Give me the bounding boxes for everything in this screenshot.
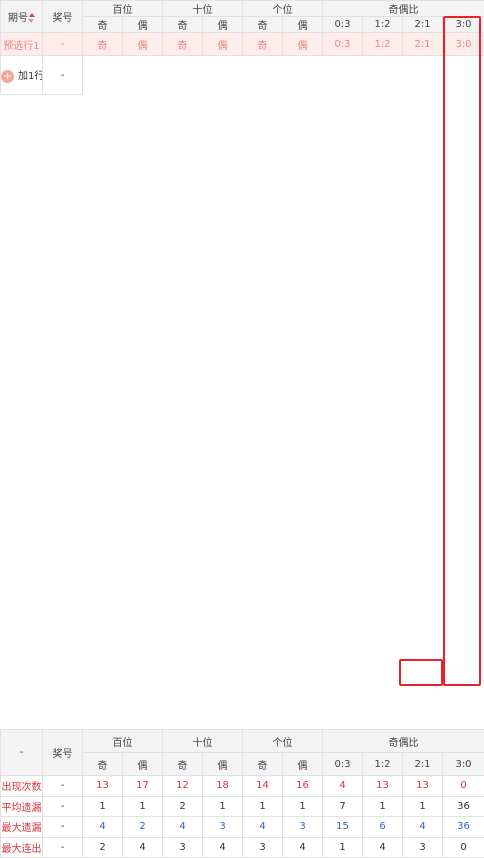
stats-value: 2 [163, 796, 203, 817]
stats-value: 1 [243, 796, 283, 817]
stats-label-header: - [1, 730, 43, 776]
odd-header: 奇 [243, 17, 283, 33]
ratio-0-3-header: 0:3 [323, 17, 363, 33]
pred-hundreds-even[interactable]: 偶 [123, 33, 163, 56]
stats-value: 1 [363, 796, 403, 817]
stats-value: 16 [283, 776, 323, 797]
tens-header: 十位 [163, 1, 243, 17]
stats-value: 1 [123, 796, 163, 817]
ratio-1-2-header: 1:2 [363, 753, 403, 776]
stats-dash: - [43, 776, 83, 797]
trend-lines [0, 0, 484, 700]
ratio-1-2-header: 1:2 [363, 17, 403, 33]
stats-value: 13 [403, 776, 443, 797]
stats-value: 1 [283, 796, 323, 817]
pred-ratio-2-1[interactable]: 2:1 [403, 33, 443, 56]
stats-value: 13 [363, 776, 403, 797]
stats-value: 13 [83, 776, 123, 797]
stats-tens-header: 十位 [163, 730, 243, 753]
odd-header: 奇 [243, 753, 283, 776]
prediction-number: - [43, 33, 83, 56]
plus-icon[interactable]: + [1, 70, 14, 83]
stats-value: 4 [323, 776, 363, 797]
stats-dash: - [43, 796, 83, 817]
stats-value: 7 [323, 796, 363, 817]
stats-value: 4 [83, 817, 123, 838]
stats-dash: - [43, 817, 83, 838]
pred-tens-even[interactable]: 偶 [203, 33, 243, 56]
add-row-button[interactable]: +加1行 [1, 56, 43, 95]
stats-ratio-header: 奇偶比 [323, 730, 484, 753]
stats-value: 4 [403, 817, 443, 838]
stats-label: 最大遗漏 [1, 817, 43, 838]
pred-ratio-0-3[interactable]: 0:3 [323, 33, 363, 56]
prediction-highlight-box [399, 659, 443, 686]
stats-value: 4 [243, 817, 283, 838]
stats-value: 36 [443, 796, 484, 817]
stats-label: 出现次数 [1, 776, 43, 797]
odd-header: 奇 [163, 17, 203, 33]
hundreds-header: 百位 [83, 1, 163, 17]
stats-value: 3 [283, 817, 323, 838]
stats-value: 1 [203, 796, 243, 817]
units-header: 个位 [243, 1, 323, 17]
add-row-spacer [83, 56, 484, 95]
trend-table: 期号 奖号 百位 十位 个位 奇偶比 奇 偶 奇 偶 奇 偶 0:3 1:2 2… [0, 0, 484, 95]
odd-header: 奇 [163, 753, 203, 776]
even-header: 偶 [203, 753, 243, 776]
ratio-3-0-header: 3:0 [443, 17, 484, 33]
stats-value: 15 [323, 817, 363, 838]
column-highlight-box [443, 16, 481, 686]
stats-value: 18 [203, 776, 243, 797]
stats-value: 36 [443, 817, 484, 838]
ratio-0-3-header: 0:3 [323, 753, 363, 776]
even-header: 偶 [203, 17, 243, 33]
period-header[interactable]: 期号 [1, 1, 43, 33]
pred-tens-odd[interactable]: 奇 [163, 33, 203, 56]
ratio-2-1-header: 2:1 [403, 17, 443, 33]
stats-value: 12 [163, 776, 203, 797]
prediction-row[interactable]: 预选行1 - 奇 偶 奇 偶 奇 偶 0:3 1:2 2:1 3:0 [1, 33, 484, 56]
add-row-dash: - [43, 56, 83, 95]
pred-units-even[interactable]: 偶 [283, 33, 323, 56]
ratio-2-1-header: 2:1 [403, 753, 443, 776]
ratio-header: 奇偶比 [323, 1, 484, 17]
number-header: 奖号 [43, 1, 83, 33]
stats-value: 4 [163, 817, 203, 838]
stats-value: 6 [363, 817, 403, 838]
stats-value: 17 [123, 776, 163, 797]
stats-hundreds-header: 百位 [83, 730, 163, 753]
even-header: 偶 [123, 17, 163, 33]
stats-number-header: 奖号 [43, 730, 83, 776]
pred-hundreds-odd[interactable]: 奇 [83, 33, 123, 56]
stats-value: 14 [243, 776, 283, 797]
stats-value: 0 [443, 776, 484, 797]
stats-value: 3 [203, 817, 243, 838]
pred-units-odd[interactable]: 奇 [243, 33, 283, 56]
pred-ratio-1-2[interactable]: 1:2 [363, 33, 403, 56]
ratio-3-0-header: 3:0 [443, 753, 484, 776]
odd-header: 奇 [83, 17, 123, 33]
stats-value: 1 [403, 796, 443, 817]
pred-ratio-3-0[interactable]: 3:0 [443, 33, 484, 56]
even-header: 偶 [283, 753, 323, 776]
even-header: 偶 [283, 17, 323, 33]
stats-table: - 奖号 百位 十位 个位 奇偶比 奇 偶 奇 偶 奇 偶 0:3 1:2 2:… [0, 729, 484, 858]
stats-value: 1 [83, 796, 123, 817]
even-header: 偶 [123, 753, 163, 776]
odd-header: 奇 [83, 753, 123, 776]
add-row: +加1行 - [1, 56, 484, 95]
stats-value: 2 [123, 817, 163, 838]
sort-down-icon[interactable] [28, 19, 34, 23]
stats-label: 平均遗漏 [1, 796, 43, 817]
prediction-label[interactable]: 预选行1 [1, 33, 43, 56]
sort-up-icon[interactable] [29, 13, 35, 17]
stats-units-header: 个位 [243, 730, 323, 753]
